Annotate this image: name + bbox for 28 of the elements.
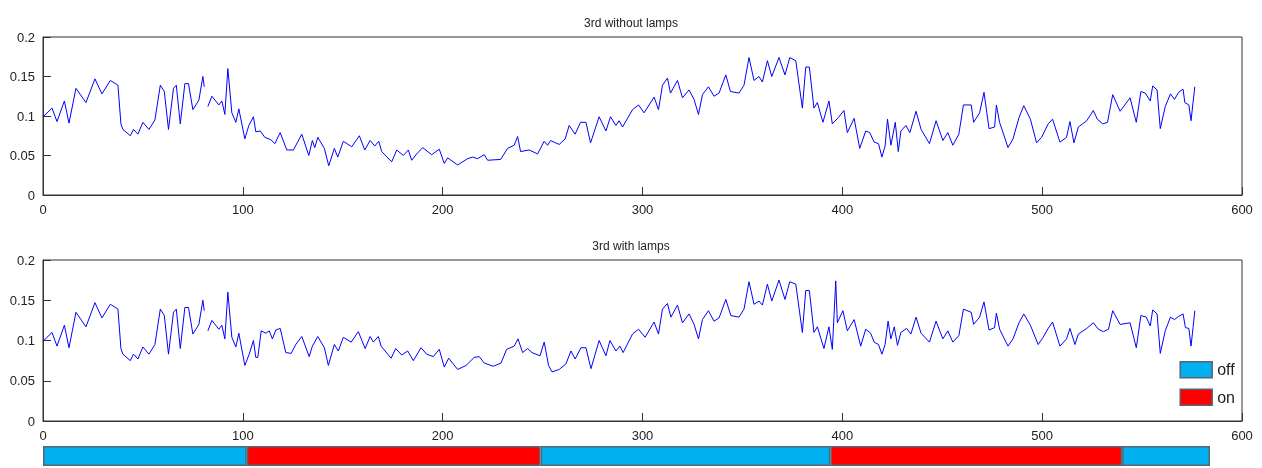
x-tick-label: 0	[39, 428, 47, 443]
x-tick-label: 100	[231, 202, 254, 217]
x-tick-label: 100	[231, 428, 254, 443]
x-tick-label: 400	[831, 428, 854, 443]
y-tick-label: 0.05	[9, 373, 35, 389]
x-tick-label: 0	[39, 202, 47, 217]
x-tick-label: 500	[1031, 202, 1054, 217]
x-tick-label: 300	[631, 202, 654, 217]
x-tick-label: 200	[431, 202, 454, 217]
legend-label: off	[1217, 361, 1236, 379]
y-tick-label: 0	[27, 187, 35, 203]
x-tick-label: 600	[1231, 202, 1253, 217]
x-tick-label: 400	[831, 202, 854, 217]
chart-title: 3rd without lamps	[583, 16, 679, 30]
y-tick-label: 0.2	[16, 252, 35, 268]
x-tick-label: 200	[431, 428, 454, 443]
y-tick-label: 0.1	[16, 333, 35, 348]
x-tick-label: 300	[631, 428, 654, 443]
chart-title: 3rd with lamps	[592, 239, 670, 253]
legend-label: on	[1217, 388, 1235, 406]
x-tick-label: 500	[1031, 428, 1054, 443]
y-tick-label: 0	[27, 413, 35, 429]
y-tick-label: 0.1	[16, 108, 35, 124]
y-tick-label: 0.2	[16, 29, 35, 45]
y-tick-label: 0.05	[9, 148, 35, 163]
x-tick-label: 600	[1231, 428, 1253, 443]
y-tick-label: 0.15	[9, 292, 35, 308]
y-tick-label: 0.15	[9, 69, 35, 84]
